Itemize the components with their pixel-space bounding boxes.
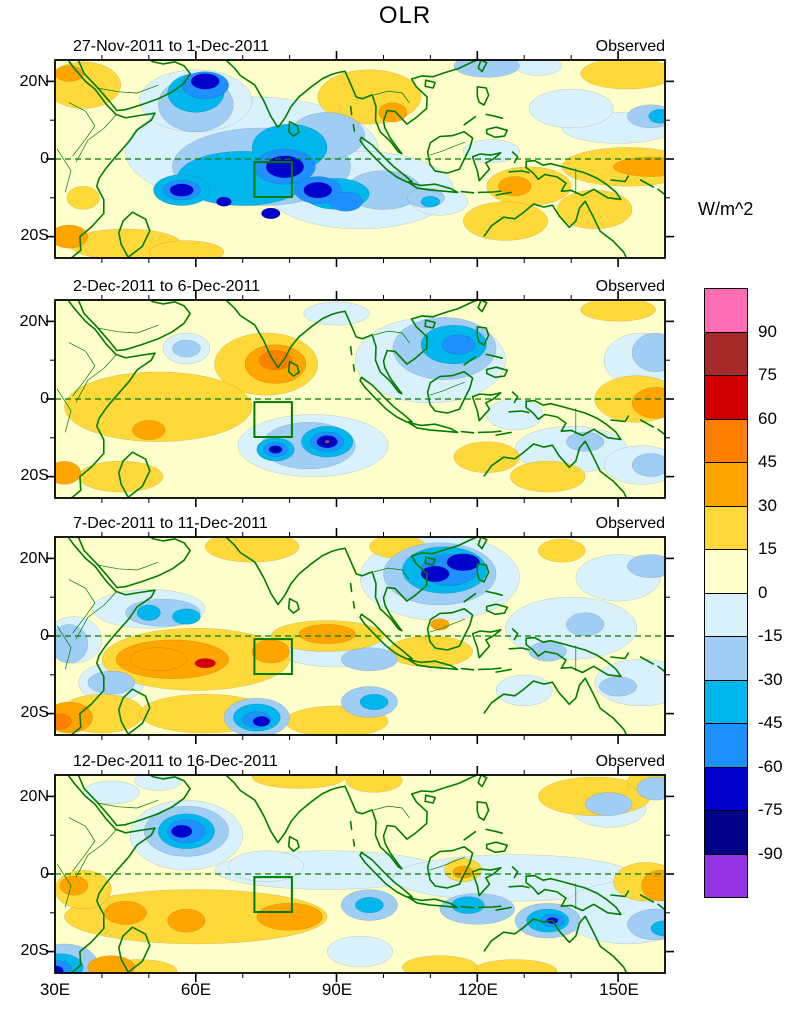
colorbar-tick-label: -90 xyxy=(758,843,783,863)
y-tick-label-0: 0 xyxy=(40,390,49,407)
y-tick-label-20n: 20N xyxy=(19,788,49,805)
y-tick-label-20s: 20S xyxy=(20,942,49,959)
panel-3-header: 7-Dec-2011 to 11-Dec-2011 Observed xyxy=(55,513,665,533)
colorbar-block xyxy=(705,376,747,420)
x-tick-label-150e: 150E xyxy=(599,980,639,999)
colorbar-block xyxy=(705,724,747,768)
colorbar-block xyxy=(705,419,747,463)
colorbar-tick-label: 30 xyxy=(758,495,777,515)
colorbar-tick-label: 90 xyxy=(758,321,777,341)
figure-title: OLR xyxy=(378,2,432,29)
map-panel-2: 20N 0 20S xyxy=(20,291,674,507)
colorbar-tick-label: -30 xyxy=(758,669,783,689)
olr-map-4 xyxy=(46,766,674,982)
panel-1-source-label: Observed xyxy=(595,38,665,55)
olr-map-1 xyxy=(46,51,674,267)
map-panel-4: 20N 0 20S xyxy=(20,766,674,982)
panel-1-date-range: 27-Nov-2011 to 1-Dec-2011 xyxy=(73,38,269,55)
colorbar-block xyxy=(705,506,747,550)
colorbar-block xyxy=(705,854,747,897)
y-tick-label-0: 0 xyxy=(40,150,49,167)
panel-1-header: 27-Nov-2011 to 1-Dec-2011 Observed xyxy=(55,36,665,56)
colorbar-block xyxy=(705,767,747,811)
colorbar-tick-label: -75 xyxy=(758,800,783,819)
y-tick-label-0: 0 xyxy=(40,865,49,882)
panel-4-date-range: 12-Dec-2011 to 16-Dec-2011 xyxy=(73,753,278,770)
panel-3-source-label: Observed xyxy=(595,515,665,532)
olr-map-2 xyxy=(46,291,674,507)
y-tick-label-20s: 20S xyxy=(20,704,49,721)
colorbar-tick-label: 75 xyxy=(758,365,777,384)
panel-4-header: 12-Dec-2011 to 16-Dec-2011 Observed xyxy=(55,751,665,771)
colorbar-block xyxy=(705,637,747,681)
colorbar xyxy=(704,288,748,898)
x-tick-label-30e: 30E xyxy=(39,980,71,999)
colorbar-block xyxy=(705,680,747,724)
colorbar-block xyxy=(705,593,747,637)
panel-3-date-range: 7-Dec-2011 to 11-Dec-2011 xyxy=(73,515,268,532)
x-tick-label-60e: 60E xyxy=(180,980,212,999)
colorbar-block xyxy=(705,550,747,594)
panel-4-source-label: Observed xyxy=(595,753,665,770)
colorbar-block xyxy=(705,289,747,333)
colorbar-block xyxy=(705,463,747,507)
colorbar-tick-label: -60 xyxy=(758,756,783,776)
colorbar-units-label: W/m^2 xyxy=(698,199,754,219)
colorbar-tick-label: 60 xyxy=(758,408,777,428)
y-tick-label-20n: 20N xyxy=(19,550,49,567)
colorbar-tick-label: 45 xyxy=(758,452,777,471)
panel-2-source-label: Observed xyxy=(595,278,665,295)
panel-2-date-range: 2-Dec-2011 to 6-Dec-2011 xyxy=(73,278,261,295)
colorbar-tick-label: -15 xyxy=(758,626,783,645)
x-axis-labels: 30E 60E 90E 120E 150E xyxy=(0,980,791,1002)
colorbar-block xyxy=(705,332,747,376)
x-tick-label-120e: 120E xyxy=(458,980,498,999)
y-tick-label-20n: 20N xyxy=(19,73,49,90)
y-tick-label-0: 0 xyxy=(40,627,49,644)
colorbar-tick-label: 15 xyxy=(758,539,777,558)
colorbar-tick-label: -45 xyxy=(758,713,783,732)
colorbar-tick-labels: 90 75 60 45 30 15 0 -15 -30 -45 -60 -75 -90 xyxy=(758,288,791,898)
colorbar-tick-label: 0 xyxy=(758,582,768,602)
x-tick-label-90e: 90E xyxy=(321,980,353,999)
y-tick-label-20s: 20S xyxy=(20,227,49,244)
panel-2-header: 2-Dec-2011 to 6-Dec-2011 Observed xyxy=(55,276,665,296)
y-tick-label-20n: 20N xyxy=(19,313,49,330)
olr-map-3 xyxy=(46,528,674,744)
map-panel-1: 20N 0 20S xyxy=(20,51,674,267)
map-panel-3: 20N 0 20S xyxy=(20,528,674,744)
y-tick-label-20s: 20S xyxy=(20,467,49,484)
colorbar-block xyxy=(705,811,747,855)
